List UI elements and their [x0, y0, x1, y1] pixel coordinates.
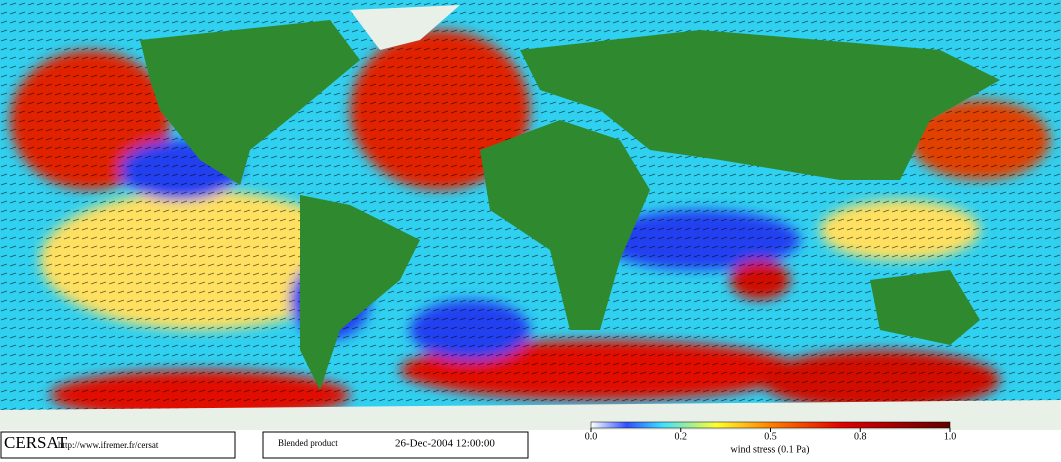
colorbar-tick-label: 0.8: [854, 431, 867, 442]
colorbar-title: wind stress (0.1 Pa): [731, 444, 810, 455]
logo-box: [0, 431, 236, 459]
timestamp: 26-Dec-2004 12:00:00: [395, 438, 495, 450]
colorbar-tick-label: 0.5: [764, 431, 777, 442]
url: http://www.ifremer.fr/cersat: [58, 440, 159, 450]
colorbar-tick-label: 0.2: [675, 431, 688, 442]
product-box: [262, 431, 529, 459]
product: Blended product: [278, 438, 338, 448]
colorbar-tick-label: 1.0: [944, 431, 957, 442]
colorbar-tick-label: 0.0: [585, 431, 598, 442]
logo: CERSAT: [4, 433, 68, 452]
colorbar: [590, 421, 951, 429]
land: [0, 5, 1061, 430]
